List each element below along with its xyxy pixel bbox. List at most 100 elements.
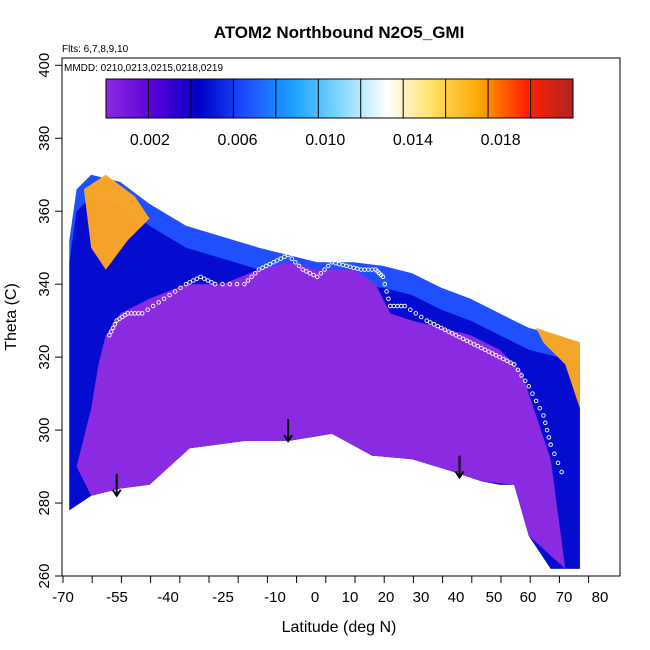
flight-track-point	[107, 332, 112, 338]
flight-track-point	[209, 280, 214, 285]
flight-track-point	[296, 263, 302, 269]
flight-track-point	[479, 345, 484, 351]
flight-track-point	[150, 303, 156, 309]
flight-track-point	[145, 307, 150, 312]
flight-track-point	[242, 281, 247, 287]
flight-track-point	[234, 281, 240, 287]
x-tick-label: -25	[212, 589, 234, 606]
chart-title: ATOM2 Northbound N2O5_GMI	[214, 23, 465, 42]
flight-track-point	[249, 274, 254, 280]
flight-track-point	[110, 325, 116, 331]
flight-track-point	[293, 260, 298, 265]
colorbar-labels: 0.002 0.006 0.010 0.014 0.018	[130, 132, 521, 149]
colorbar-tick-label: 0.018	[481, 132, 521, 149]
flight-track-point	[289, 256, 295, 261]
flight-track-point	[183, 281, 189, 287]
flight-track-point	[464, 338, 470, 343]
flight-track-point	[285, 252, 291, 258]
flight-track-point	[382, 281, 388, 287]
flight-track-point	[263, 263, 269, 269]
flight-track-point	[522, 378, 528, 384]
flight-track-point	[542, 420, 548, 426]
y-tick-label: 300	[36, 418, 53, 443]
descent-arrow	[283, 419, 293, 443]
flight-track-point	[108, 329, 114, 334]
x-tick-label: -70	[52, 589, 74, 606]
flight-track-point	[256, 267, 262, 272]
colorbar-tick-label: 0.006	[218, 132, 258, 149]
flight-track-point	[245, 278, 251, 283]
x-tick-label: 0	[311, 589, 319, 606]
flight-track-point	[493, 353, 499, 358]
x-tick-label: 10	[342, 589, 359, 606]
y-axis-label: Theta (C)	[3, 283, 20, 351]
flight-track-point	[533, 398, 539, 404]
flight-track-point	[544, 427, 550, 433]
flight-track-point	[304, 269, 309, 274]
flight-track-points	[107, 252, 564, 475]
flight-track-point	[386, 296, 391, 302]
y-tick-label: 280	[36, 491, 53, 516]
flight-track-point	[227, 281, 233, 287]
x-tick-label: 80	[592, 589, 609, 606]
flight-track-point	[413, 311, 419, 316]
flight-track-point	[548, 442, 553, 447]
flight-track-point	[446, 329, 451, 334]
flight-track-point	[471, 342, 477, 347]
flight-track-point	[501, 356, 506, 362]
flight-track-point	[504, 358, 510, 364]
flight-track-point	[380, 274, 386, 280]
flight-track-point	[497, 354, 502, 360]
flight-track-point	[537, 405, 543, 411]
flight-track-point	[546, 435, 552, 440]
y-tick-label: 340	[36, 272, 53, 297]
flight-track-point	[167, 292, 172, 298]
flight-track-point	[468, 340, 473, 345]
flight-track-point	[519, 373, 524, 378]
x-tick-label: 40	[448, 589, 465, 606]
flight-track-point	[139, 311, 145, 316]
flight-track-point	[278, 256, 284, 261]
southern-high-core	[83, 174, 150, 270]
dates-label: MMDD: 0210,0213,0215,0218,0219	[64, 63, 223, 74]
x-axis-label: Latitude (deg N)	[282, 619, 397, 636]
flight-track-point	[194, 276, 200, 281]
flight-track-point	[449, 331, 455, 336]
flight-track-point	[307, 270, 313, 276]
x-tick-label: -55	[106, 589, 128, 606]
high-value-regions	[83, 174, 580, 409]
flight-track-point	[201, 276, 207, 281]
colorbar-ticks	[147, 79, 532, 118]
flight-track-point	[526, 384, 532, 389]
flight-track-point	[267, 261, 273, 267]
descent-arrow	[454, 455, 465, 480]
colorbar: 0.002 0.006 0.010 0.014 0.018	[105, 78, 574, 149]
flight-track-point	[424, 318, 429, 323]
x-tick-label: 50	[486, 589, 503, 606]
flight-track-point	[161, 296, 167, 302]
flight-track-point	[212, 281, 218, 287]
colorbar-bar	[105, 78, 574, 119]
flight-track-point	[511, 362, 517, 367]
flights-label: Flts: 6,7,8,9,10	[62, 44, 129, 55]
flight-track-point	[490, 351, 495, 356]
flight-track-point	[439, 325, 444, 331]
flight-track-point	[402, 303, 408, 309]
flight-track-point	[178, 285, 183, 291]
plot-frame	[61, 57, 621, 577]
flight-track-point	[384, 289, 389, 294]
flight-track-point	[559, 469, 564, 475]
flight-track-point	[318, 270, 324, 276]
x-tick-label: -10	[264, 589, 286, 606]
flight-track-point	[555, 460, 561, 466]
flight-track-point	[191, 278, 196, 283]
flight-track-point	[431, 322, 437, 327]
flight-track-point	[205, 278, 211, 283]
flight-track-point	[442, 327, 448, 333]
flight-track-point	[475, 343, 481, 349]
flight-track-point	[300, 267, 305, 272]
flight-track-point	[515, 367, 521, 373]
flight-track-point	[260, 265, 265, 271]
flight-track-point	[508, 360, 513, 365]
